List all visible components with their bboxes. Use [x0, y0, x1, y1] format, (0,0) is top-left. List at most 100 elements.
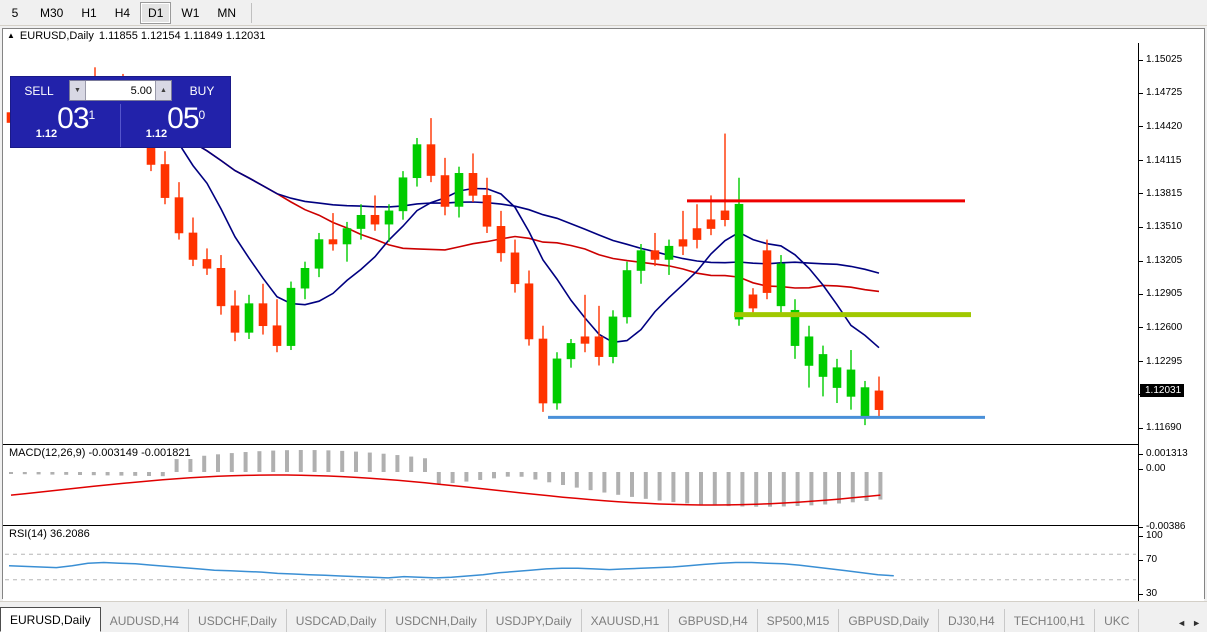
collapse-triangle-icon[interactable]: ▲ — [7, 31, 15, 40]
candlestick — [398, 171, 408, 220]
chart-tab-usdcad-daily[interactable]: USDCAD,Daily — [287, 609, 387, 632]
timeframe-mn[interactable]: MN — [217, 5, 237, 20]
macd-histogram-bar — [657, 472, 662, 501]
volume-stepper[interactable]: ▼ 5.00 ▲ — [69, 80, 172, 101]
candlestick — [510, 239, 520, 293]
chart-tab-ukc[interactable]: UKC — [1095, 609, 1140, 632]
chart-tab-sp500-m15[interactable]: SP500,M15 — [758, 609, 840, 632]
price-axis-tick: 1.12905 — [1139, 288, 1182, 299]
volume-value[interactable]: 5.00 — [130, 84, 152, 97]
macd-histogram-bar — [823, 472, 828, 505]
macd-histogram-bar — [36, 472, 41, 475]
macd-histogram-bar — [381, 453, 386, 472]
timeframe-w1[interactable]: W1 — [181, 5, 200, 20]
sell-price-main: 03 — [57, 102, 89, 135]
candlestick — [286, 281, 296, 351]
timeframe-h1[interactable]: H1 — [81, 5, 97, 20]
chart-tab-eurusd-daily[interactable]: EURUSD,Daily — [0, 607, 101, 632]
macd-histogram-bar — [119, 472, 124, 476]
candlestick — [160, 151, 170, 205]
candlestick — [678, 210, 688, 256]
candlestick — [846, 350, 856, 410]
candlestick — [552, 352, 562, 410]
chart-tab-usdcnh-daily[interactable]: USDCNH,Daily — [386, 609, 487, 632]
chart-tab-tech100-h1[interactable]: TECH100,H1 — [1005, 609, 1096, 632]
candlestick — [188, 217, 198, 267]
candlestick — [762, 239, 772, 300]
macd-histogram-bar — [423, 458, 427, 472]
macd-histogram-bar — [326, 450, 331, 472]
candlestick — [370, 195, 380, 231]
macd-histogram-bar — [188, 457, 193, 472]
candlestick — [720, 133, 730, 227]
sell-price-fraction: 1 — [88, 108, 96, 122]
macd-histogram-bar — [243, 452, 248, 472]
candlestick — [174, 182, 184, 240]
candlestick — [440, 157, 450, 216]
tab-scroll-controls[interactable]: ◄ ► — [1171, 618, 1207, 632]
rsi-pane[interactable]: RSI(14) 36.2086 — [3, 527, 1138, 607]
candlestick — [874, 376, 884, 419]
volume-increase-icon[interactable]: ▲ — [155, 81, 171, 100]
macd-histogram-bar — [492, 472, 496, 479]
candlestick — [608, 310, 618, 364]
macd-histogram-bar — [671, 472, 676, 503]
candlestick — [468, 153, 478, 203]
macd-histogram-bar — [409, 456, 414, 472]
sell-button[interactable]: 1.12 03 1 — [11, 104, 121, 147]
chart-tab-audusd-h4[interactable]: AUDUSD,H4 — [101, 609, 190, 632]
macd-plot — [9, 450, 883, 507]
chart-tab-dj30-h4[interactable]: DJ30,H4 — [939, 609, 1005, 632]
price-axis-tick: 1.14115 — [1139, 155, 1181, 166]
macd-histogram-bar — [147, 472, 151, 476]
macd-histogram-bar — [298, 450, 303, 472]
macd-histogram-bar — [133, 472, 138, 476]
candlestick — [426, 118, 436, 183]
candlestick — [412, 137, 422, 187]
timeframe-h4[interactable]: H4 — [114, 5, 131, 20]
timeframe-m30[interactable]: M30 — [40, 5, 64, 20]
candlestick — [342, 221, 352, 262]
candlestick — [328, 213, 338, 251]
macd-histogram-bar — [450, 472, 455, 484]
candlestick — [216, 255, 226, 315]
macd-histogram-bar — [519, 472, 524, 477]
chart-tab-usdjpy-daily[interactable]: USDJPY,Daily — [487, 609, 582, 632]
macd-pane[interactable]: MACD(12,26,9) -0.003149 -0.001821 — [3, 446, 1138, 526]
macd-histogram-bar — [257, 451, 262, 472]
tab-scroll-prev-icon[interactable]: ◄ — [1177, 618, 1187, 628]
timeframe-5[interactable]: 5 — [11, 5, 19, 20]
macd-histogram-bar — [436, 472, 441, 485]
rsi-line — [8, 561, 894, 579]
candlestick — [566, 338, 576, 368]
macd-histogram-bar — [837, 472, 841, 504]
candlestick — [622, 261, 632, 324]
macd-histogram-bar — [533, 472, 538, 480]
price-axis-tick: 1.13205 — [1139, 255, 1182, 266]
candlestick — [818, 345, 828, 397]
price-axis-tick: 1.13815 — [1139, 188, 1182, 199]
price-axis-tick: 1.11690 — [1139, 422, 1181, 433]
macd-histogram-bar — [464, 472, 469, 482]
candlestick — [748, 288, 758, 315]
macd-histogram-bar — [312, 450, 317, 472]
volume-decrease-icon[interactable]: ▼ — [70, 81, 86, 100]
macd-histogram-bar — [50, 472, 55, 475]
macd-histogram-bar — [395, 455, 400, 472]
chart-tab-gbpusd-daily[interactable]: GBPUSD,Daily — [839, 609, 940, 632]
macd-histogram-bar — [216, 454, 220, 472]
chart-tab-gbpusd-h4[interactable]: GBPUSD,H4 — [669, 609, 758, 632]
buy-button[interactable]: 1.12 05 0 — [121, 104, 230, 147]
macd-histogram-bar — [271, 450, 276, 472]
price-axis[interactable]: 1.15025 1.14725 1.14420 1.14115 1.13815 1.135… — [1138, 43, 1204, 617]
tab-scroll-next-icon[interactable]: ► — [1192, 618, 1201, 628]
price-axis-tick: 1.12295 — [1139, 356, 1182, 367]
timeframe-d1[interactable]: D1 — [140, 1, 172, 24]
buy-price-fraction: 0 — [198, 108, 206, 122]
chart-symbol-header: ▲ EURUSD,Daily 1.11855 1.12154 1.11849 1… — [3, 29, 1204, 43]
one-click-trading-panel[interactable]: SELL ▼ 5.00 ▲ BUY 1.12 03 1 1.12 05 0 — [10, 76, 231, 148]
chart-tab-usdchf-daily[interactable]: USDCHF,Daily — [189, 609, 287, 632]
macd-histogram-bar — [726, 472, 731, 507]
candlestick — [580, 294, 590, 353]
chart-tab-xauusd-h1[interactable]: XAUUSD,H1 — [582, 609, 670, 632]
